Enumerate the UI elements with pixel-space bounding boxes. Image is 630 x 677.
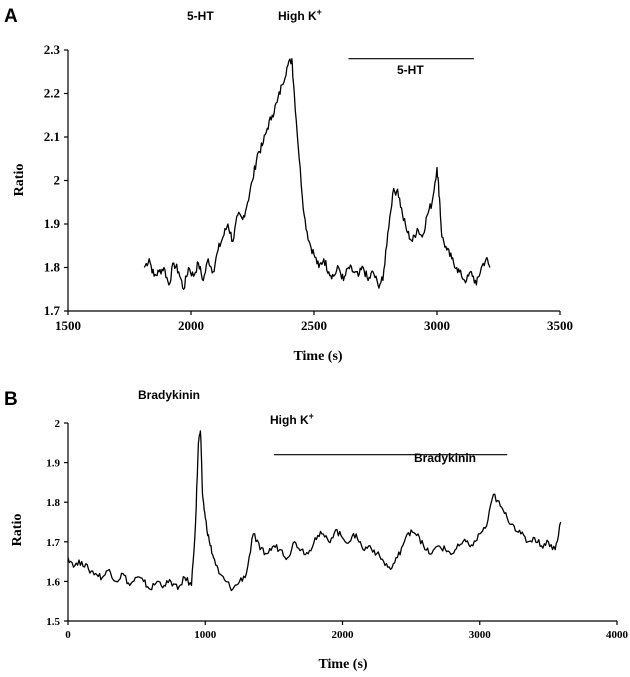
panel-b-letter: B xyxy=(4,389,18,410)
panel-a-y-tick-label: 2 xyxy=(54,173,61,188)
panel-a-y-axis-label: Ratio xyxy=(12,164,27,197)
panel-a-y-tick-label: 2.1 xyxy=(44,129,60,144)
panel-a: A 5-HT High K+ 5-HT 1500 2000 2500 3000 3500… xyxy=(4,6,573,364)
panel-a-letter: A xyxy=(4,6,18,27)
panel-a-x-tick-label: 2500 xyxy=(301,318,327,333)
panel-a-axes: 1500 2000 2500 3000 3500 1.7 1.8 1.9 2 2.1 2.2 2.3 xyxy=(44,42,573,333)
panel-b-y-tick-label: 1.6 xyxy=(46,576,60,588)
panel-a-x-axis-label: Time (s) xyxy=(293,349,342,364)
panel-a-series-line xyxy=(143,58,491,290)
panel-b-x-tick-label: 4000 xyxy=(606,629,629,641)
panel-a-annotation-high-k-text: High K xyxy=(278,9,317,23)
panel-a-y-tick-label: 1.8 xyxy=(44,260,61,275)
panel-b-x-tick-label: 2000 xyxy=(332,629,355,641)
panel-b-x-axis-label: Time (s) xyxy=(318,657,367,672)
panel-a-y-tick-label: 1.9 xyxy=(44,216,61,231)
panel-a-x-tick-label: 3000 xyxy=(424,318,450,333)
panel-a-annotation-high-k: High K+ xyxy=(278,7,322,23)
panel-a-y-tick-label: 1.7 xyxy=(44,303,61,318)
panel-b-x-tick-label: 3000 xyxy=(469,629,492,641)
panel-b-x-tick-label: 1000 xyxy=(194,629,217,641)
panel-b-annotation-bradykinin: Bradykinin xyxy=(138,388,200,402)
panel-a-annotation-high-k-sup: + xyxy=(317,7,322,17)
panel-b-axes: 0 1000 2000 3000 4000 1.5 1.6 1.7 1.8 1.9 2 xyxy=(46,418,628,641)
panel-a-x-tick-label: 3500 xyxy=(547,318,573,333)
panel-b-annotation-high-k: High K+ xyxy=(270,411,314,427)
panel-a-y-tick-label: 2.3 xyxy=(44,42,61,57)
panel-b-annotation-bradykinin-bar: Bradykinin xyxy=(414,451,476,465)
panel-b-y-tick-label: 1.8 xyxy=(46,497,60,509)
panel-b-x-tick-label: 0 xyxy=(65,629,71,641)
panel-a-x-tick-label: 1500 xyxy=(55,318,81,333)
panel-b-y-tick-label: 1.7 xyxy=(46,537,60,549)
panel-a-x-tick-label: 2000 xyxy=(178,318,204,333)
panel-b-y-tick-label: 1.9 xyxy=(46,458,60,470)
panel-a-annotation-5ht: 5-HT xyxy=(187,9,214,23)
panel-b-y-tick-label: 1.5 xyxy=(46,616,60,628)
panel-b-y-tick-label: 2 xyxy=(55,418,61,430)
panel-a-annotation-5ht-bar: 5-HT xyxy=(397,63,424,77)
panel-a-y-tick-label: 2.2 xyxy=(44,86,60,101)
panel-b-annotation-high-k-sup: + xyxy=(309,411,314,421)
panel-b-y-axis-label: Ratio xyxy=(10,514,25,547)
panel-b-series-line xyxy=(67,430,562,592)
panel-b-annotation-high-k-text: High K xyxy=(270,413,309,427)
panel-b: B Bradykinin High K+ Bradykinin 0 1000 200… xyxy=(4,388,629,672)
